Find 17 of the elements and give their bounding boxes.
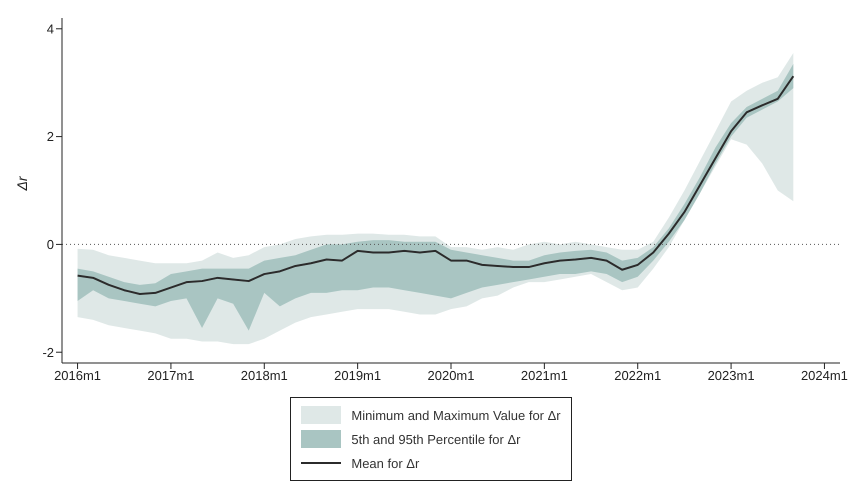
legend-label: 5th and 95th Percentile for Δr [351, 432, 520, 446]
x-tick-label: 2022m1 [614, 368, 662, 384]
y-tick-label: 2 [46, 129, 54, 144]
legend-label: Mean for Δr [351, 456, 420, 470]
x-tick-label: 2024m1 [800, 368, 848, 384]
y-tick-label: 0 [46, 237, 54, 252]
y-tick-label: 4 [46, 21, 54, 36]
y-tick-label: -2 [42, 344, 54, 360]
legend-label: Minimum and Maximum Value for Δr [351, 408, 561, 422]
y-axis-title: Δr [14, 175, 30, 192]
x-tick-label: 2016m1 [54, 368, 102, 384]
x-tick-label: 2017m1 [147, 368, 194, 384]
x-tick-label: 2019m1 [334, 368, 382, 384]
x-tick-label: 2023m1 [708, 368, 755, 384]
x-tick-label: 2020m1 [428, 368, 474, 384]
x-tick-label: 2021m1 [520, 368, 568, 384]
x-tick-label: 2018m1 [240, 368, 288, 384]
